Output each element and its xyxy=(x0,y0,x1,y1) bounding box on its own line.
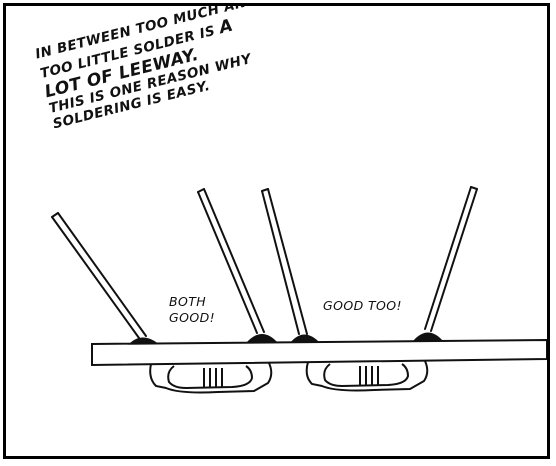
component-lead-icon xyxy=(51,212,147,339)
comic-panel: IN BETWEEN TOO MUCH AND TOO LITTLE SOLDE… xyxy=(3,3,550,459)
soldering-illustration xyxy=(51,186,547,394)
component-lead-icon xyxy=(197,188,265,334)
component-lead-icon xyxy=(424,186,478,332)
both-good-label: BOTH GOOD! xyxy=(169,294,216,325)
solder-joint-icon xyxy=(246,334,278,343)
good-too-label: GOOD TOO! xyxy=(323,298,402,313)
circuit-board-icon xyxy=(91,338,547,367)
component-lead-icon xyxy=(261,188,308,335)
solder-joint-icon xyxy=(290,334,320,343)
solder-joint-icon xyxy=(413,332,443,341)
resistor-icon xyxy=(149,362,273,394)
resistor-icon xyxy=(305,360,429,392)
